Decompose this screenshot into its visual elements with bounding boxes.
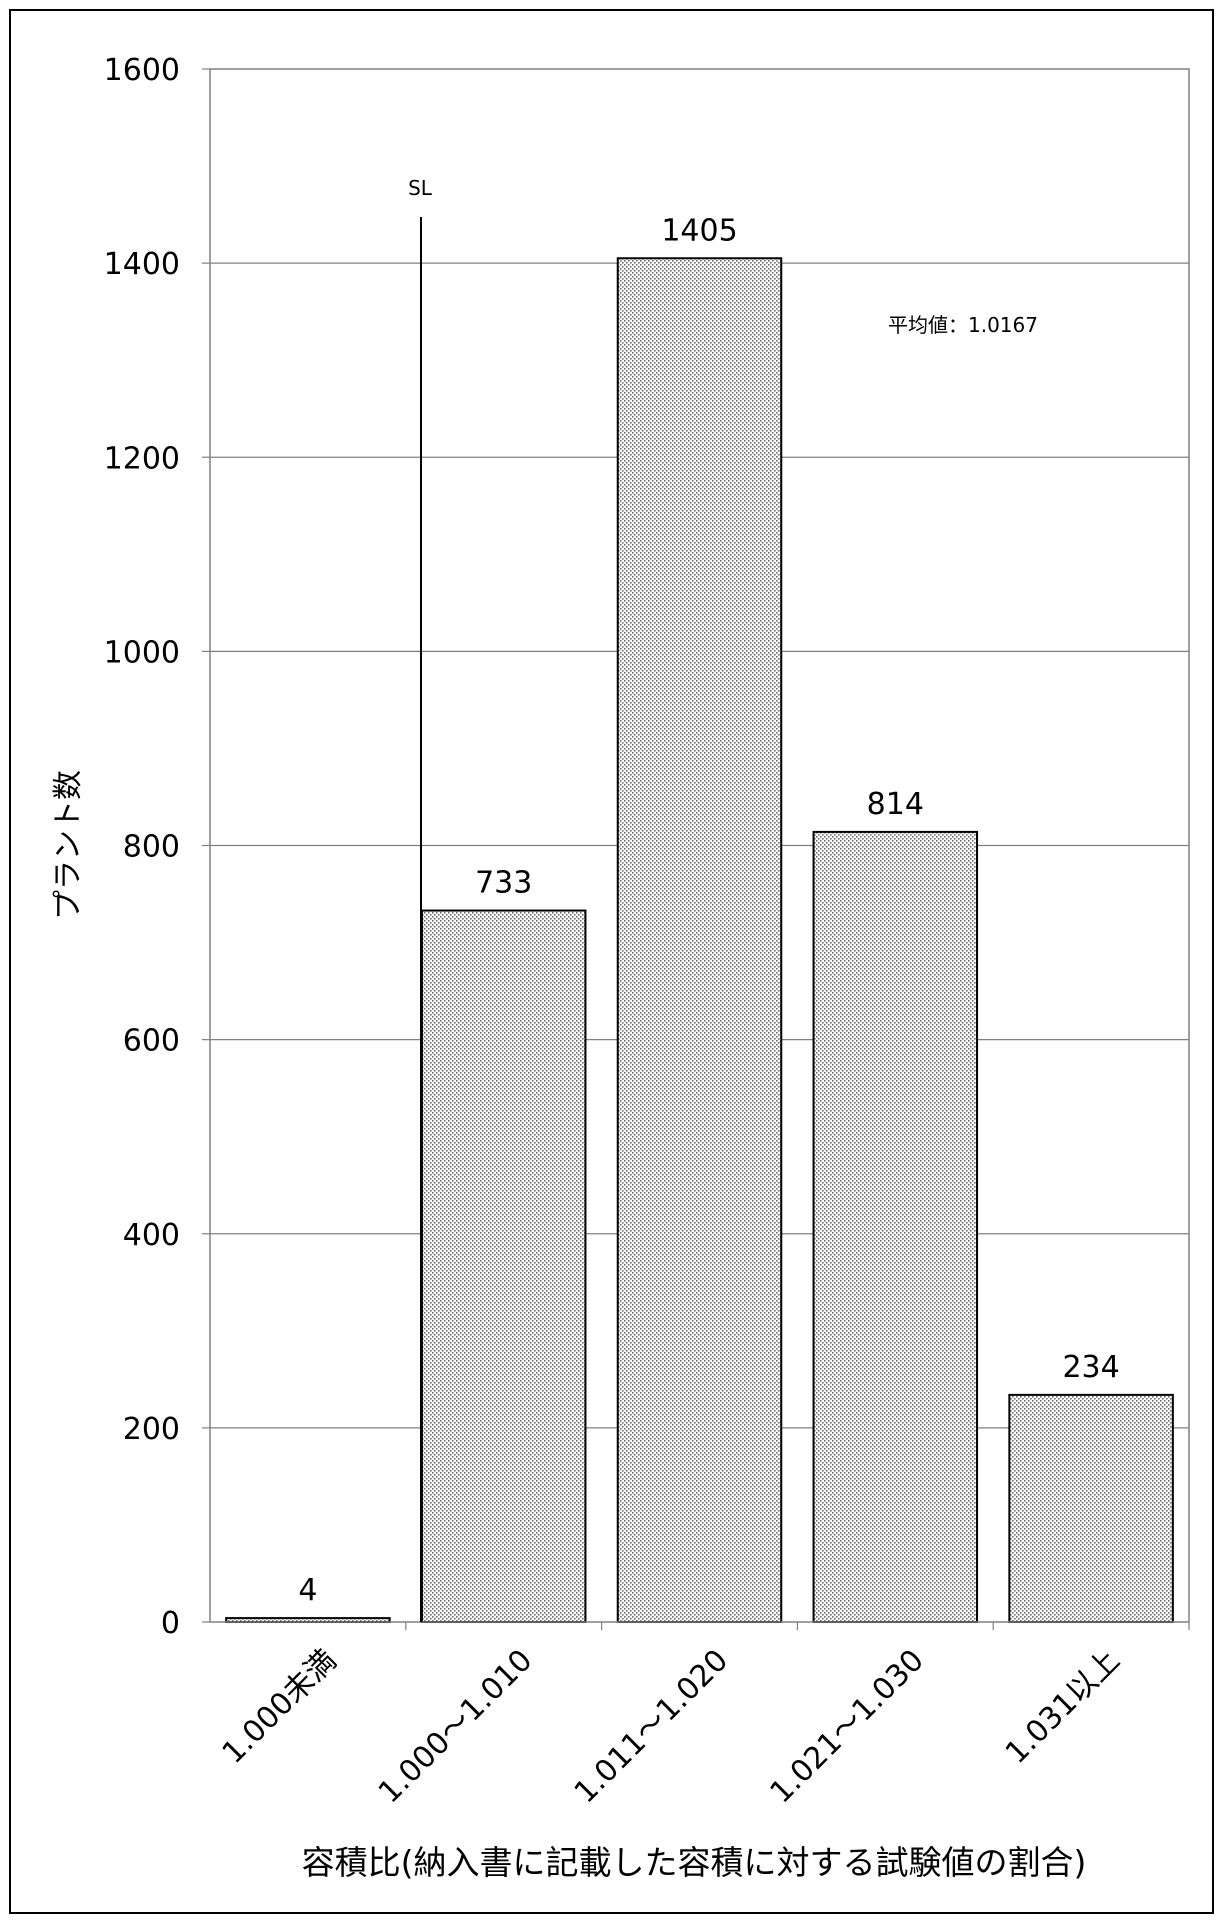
- y-tick-label: 200: [123, 1412, 180, 1447]
- y-axis-ticks: 0 200 400 600 800 1000 1200 1400 1600: [104, 53, 210, 1641]
- outer-border: [9, 9, 1214, 1914]
- x-tick-label: 1.000～1.010: [372, 1643, 539, 1810]
- bar-value-label: 733: [475, 866, 532, 901]
- data-labels: 4 733 1405 814 234: [298, 213, 1119, 1608]
- y-tick-label: 800: [123, 830, 180, 865]
- x-axis-ticks: 1.000未満 1.000～1.010 1.011～1.020 1.021～1.030…: [216, 1622, 1190, 1810]
- bar-value-label: 1405: [661, 213, 737, 248]
- bar: [616, 257, 783, 1624]
- x-tick-label: 1.021～1.030: [764, 1643, 931, 1810]
- bar: [420, 909, 587, 1623]
- sl-label: SL: [408, 176, 433, 200]
- bar: [812, 830, 979, 1623]
- y-tick-label: 0: [161, 1606, 180, 1641]
- x-tick-label: 1.011～1.020: [568, 1643, 735, 1810]
- bar: [1008, 1393, 1174, 1624]
- x-tick-label: 1.031以上: [999, 1643, 1127, 1771]
- y-tick-label: 1600: [104, 53, 180, 88]
- plot-area: [209, 68, 1190, 1623]
- x-axis-title: 容積比(納入書に記載した容積に対する試験値の割合): [302, 1843, 1087, 1882]
- bars: [225, 257, 1174, 1624]
- x-tick-label: 1.000未満: [216, 1643, 344, 1771]
- y-tick-label: 400: [123, 1218, 180, 1253]
- bar-value-label: 4: [298, 1573, 317, 1608]
- y-tick-label: 1400: [104, 247, 180, 282]
- bar-value-label: 234: [1062, 1350, 1119, 1385]
- bar-value-label: 814: [867, 787, 924, 822]
- y-axis-title: プラント数: [51, 770, 86, 920]
- mean-annotation: 平均値：1.0167: [888, 313, 1038, 337]
- y-tick-label: 600: [123, 1024, 180, 1059]
- y-tick-label: 1200: [104, 441, 180, 476]
- y-tick-label: 1000: [104, 635, 180, 670]
